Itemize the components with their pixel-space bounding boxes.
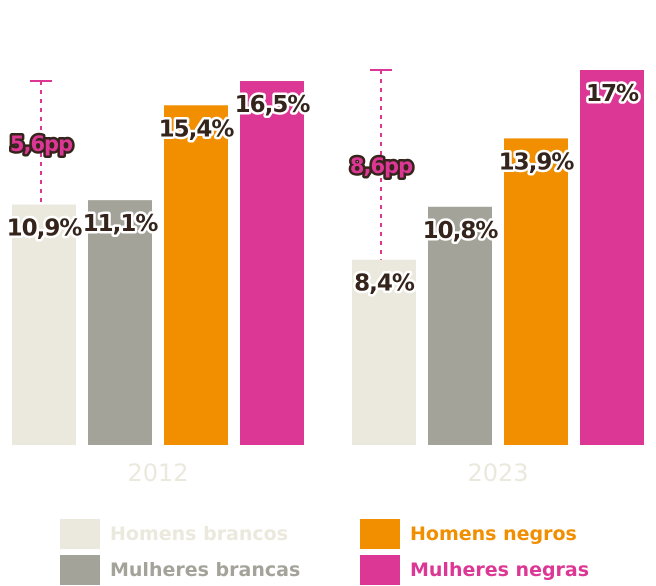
value-label: 10,8% bbox=[423, 218, 499, 244]
value-label: 15,4% bbox=[159, 116, 235, 142]
bar bbox=[12, 204, 76, 445]
bar bbox=[580, 70, 644, 445]
bar bbox=[164, 105, 228, 445]
year-label: 2023 bbox=[467, 459, 528, 487]
bar bbox=[88, 200, 152, 445]
value-label: 8,4% bbox=[354, 271, 415, 297]
bar bbox=[240, 81, 304, 445]
bar bbox=[428, 206, 492, 445]
bar bbox=[352, 259, 416, 445]
year-label: 2012 bbox=[127, 459, 188, 487]
bar bbox=[504, 138, 568, 445]
gap-label: 8,6pp bbox=[350, 154, 413, 178]
value-label: 13,9% bbox=[499, 149, 575, 175]
value-label: 17% bbox=[586, 81, 639, 107]
value-label: 11,1% bbox=[83, 211, 159, 237]
value-label: 10,9% bbox=[7, 216, 83, 242]
value-label: 16,5% bbox=[235, 92, 311, 118]
gap-label: 5,6pp bbox=[10, 132, 73, 156]
